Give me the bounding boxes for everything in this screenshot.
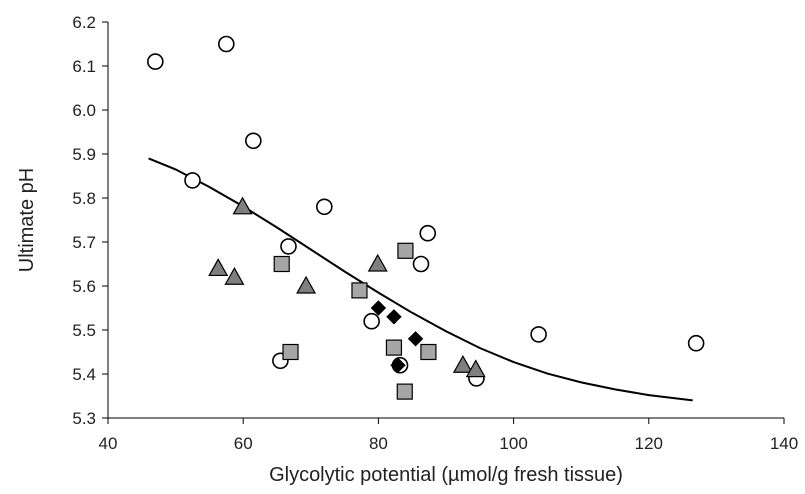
circle-point <box>412 255 430 273</box>
plot-area <box>147 35 705 402</box>
x-tick-label: 140 <box>770 434 798 453</box>
circle-point <box>363 312 380 330</box>
triangle-point <box>465 359 486 378</box>
triangle-point <box>208 258 229 277</box>
y-tick-label: 6.0 <box>72 101 96 120</box>
y-tick-label: 5.3 <box>72 409 96 428</box>
square-point <box>282 343 299 361</box>
x-axis-title: Glycolytic potential (µmol/g fresh tissu… <box>269 464 623 486</box>
y-tick-label: 5.7 <box>72 233 96 252</box>
square-point <box>351 282 368 299</box>
circle-point <box>218 35 235 53</box>
y-tick-label: 6.1 <box>72 57 96 76</box>
triangle-point <box>232 196 253 215</box>
triangle-point <box>367 253 388 272</box>
square-point <box>397 242 414 259</box>
y-axis-title: Ultimate pH <box>16 168 38 272</box>
diamond-point <box>370 300 387 316</box>
triangle-point <box>452 354 473 373</box>
circle-point <box>280 238 297 255</box>
x-tick-label: 40 <box>99 434 118 453</box>
y-tick-label: 5.8 <box>72 189 96 208</box>
square-point <box>420 343 437 361</box>
square-point <box>396 383 413 400</box>
y-tick-label: 5.6 <box>72 277 96 296</box>
y-tick-label: 5.4 <box>72 365 96 384</box>
triangle-point <box>296 275 317 294</box>
circle-point <box>147 53 164 70</box>
square-point <box>385 339 403 356</box>
circle-point <box>530 326 547 343</box>
circle-point <box>184 172 201 189</box>
x-tick-label: 120 <box>635 434 663 453</box>
y-tick-label: 6.2 <box>72 13 96 32</box>
square-point <box>273 255 290 273</box>
circle-point <box>419 224 437 242</box>
trend-line <box>148 157 693 402</box>
circle-point <box>687 334 705 352</box>
diamond-point <box>407 331 424 347</box>
diamond-point <box>386 309 402 325</box>
triangle-point <box>224 266 245 285</box>
circle-point <box>316 198 333 216</box>
y-tick-label: 5.9 <box>72 145 96 164</box>
axis-ticks: 40 60 80 100 120 140 5.3 5.4 5.5 5.6 5.7 5.8 5.9 6.0 6… <box>72 13 798 453</box>
circle-point <box>245 132 262 150</box>
y-tick-label: 5.5 <box>72 321 96 340</box>
x-tick-label: 80 <box>369 434 388 453</box>
x-tick-label: 60 <box>234 434 253 453</box>
diamond-point <box>390 357 406 373</box>
x-tick-label: 100 <box>499 434 527 453</box>
